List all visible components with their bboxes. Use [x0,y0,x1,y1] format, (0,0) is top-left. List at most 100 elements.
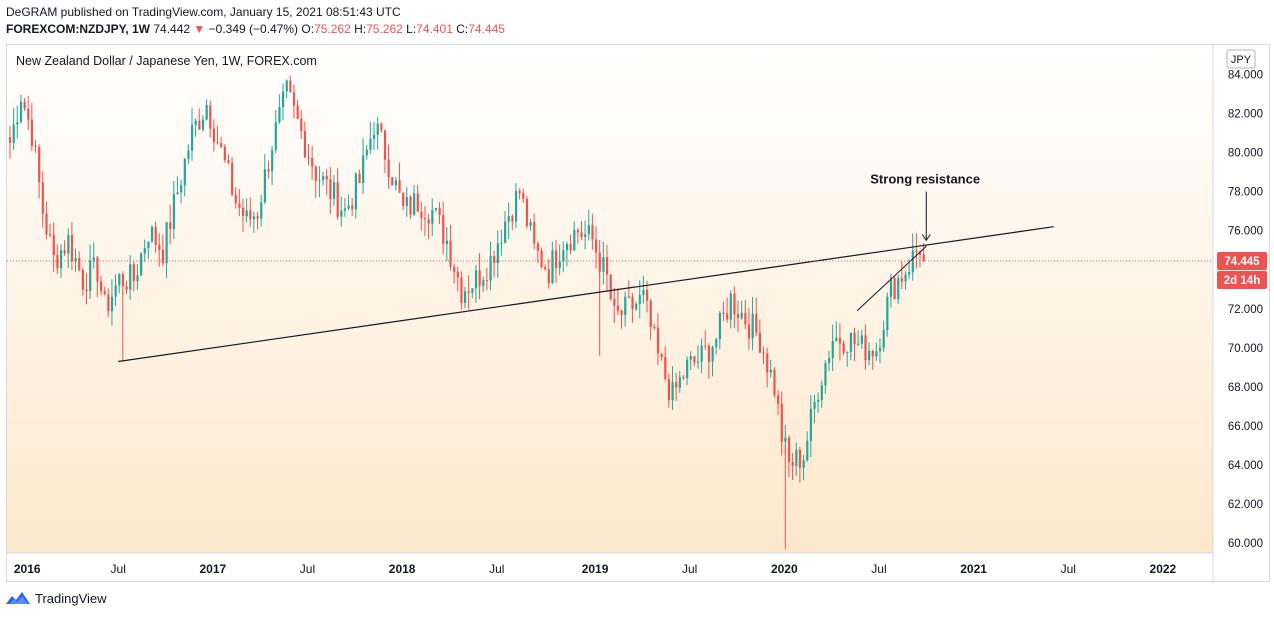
candle-body [544,267,547,270]
candle-body [427,219,430,224]
y-tick-label: 84.000 [1228,69,1263,81]
candle-body [41,182,44,214]
candle-body [911,250,914,273]
candle-body [813,401,816,409]
close-label: C: [456,22,469,36]
candle-body [464,291,467,303]
candle-body [726,313,729,320]
candle-body [56,255,59,269]
candle-body [300,118,303,132]
candle-body [194,120,197,125]
candle-body [587,225,590,235]
candle-body [238,203,241,208]
candle-body [766,353,769,373]
candle-body [12,124,15,143]
candle-body [74,258,77,261]
candle-body [755,313,758,333]
candle-body [387,159,390,178]
candle-body [715,339,718,348]
candle-body [682,377,685,379]
candle-body [467,291,470,293]
candle-body [205,105,208,120]
candle-body [380,123,383,131]
candle-body [154,226,157,246]
candle-body [59,250,63,269]
candle-body [322,175,325,181]
candle-body [336,182,339,217]
y-tick-label: 60.000 [1228,538,1263,550]
trend-line-wedge [856,245,927,312]
candle-body [744,312,747,325]
candle-body [150,226,154,242]
candle-body [431,209,434,224]
currency-badge[interactable]: JPY [1226,49,1256,69]
candle-body [45,213,48,235]
candle-body [605,257,609,275]
candle-body [908,272,911,275]
candle-body [325,175,328,180]
x-tick-label: Jul [1061,562,1076,576]
symbol-label: FOREXCOM:NZDJPY, 1W [6,22,151,36]
candle-body [671,381,674,401]
candle-body [67,235,70,254]
candle-body [434,208,438,210]
candle-body [485,280,489,282]
candle-body [263,169,266,203]
y-tick-label: 64.000 [1228,460,1263,472]
candle-body [897,278,900,300]
x-tick-label: 2021 [960,562,987,576]
candle-body [828,358,831,363]
candle-body [846,351,849,353]
price-chart[interactable]: 84.000 82.000 80.000 78.000 76.000 72.000 70.0… [7,45,1271,583]
candle-body [718,312,721,340]
candle-body [871,350,874,357]
time-axis[interactable]: 2016 Jul 2017 Jul 2018 Jul 2019 Jul 2020 Jul 2021 J… [14,562,1177,576]
candle-body [81,270,84,290]
candle-body [100,281,103,291]
candle-body [809,408,812,441]
candle-body [176,192,179,195]
candle-body [256,216,259,219]
price-axis[interactable]: 84.000 82.000 80.000 78.000 76.000 72.000 70.0… [1228,69,1263,550]
candle-body [453,266,456,272]
candle-body [875,351,878,357]
candle-body [351,205,354,210]
candle-body [376,123,379,135]
candle-body [278,107,281,123]
candle-body [23,101,26,109]
candle-body [223,146,226,161]
candle-body [900,278,903,282]
candle-body [576,229,580,233]
candle-body [27,108,30,120]
candle-body [318,180,321,182]
low-label: L: [406,22,417,36]
x-tick-label: 2017 [199,562,226,576]
candle-body [373,134,376,139]
candle-body [78,258,81,271]
candle-body [52,234,55,256]
last-price-label: 74.445 [1224,256,1260,268]
candle-body [802,460,805,468]
candle-body [282,91,285,108]
candle-body [773,369,776,396]
candle-body [96,257,99,282]
candle-body [416,193,419,212]
candle-body [129,264,132,290]
candle-body [704,345,707,347]
candle-body [89,260,92,292]
candle-body [405,197,408,207]
candle-body [555,250,558,269]
footer-branding[interactable]: TradingView [6,590,107,606]
countdown-label: 2d 14h [1224,275,1260,287]
candle-body [853,332,856,345]
candle-body [889,278,893,297]
candle-body [140,253,143,276]
candle-body [30,119,34,147]
candle-body [784,437,787,442]
candle-body [777,395,780,404]
arrow-head-icon [921,234,931,242]
candle-body [303,131,307,158]
chart-panel[interactable]: 84.000 82.000 80.000 78.000 76.000 72.000 70.0… [6,44,1271,583]
candle-body [220,142,223,147]
candle-body [795,449,798,466]
